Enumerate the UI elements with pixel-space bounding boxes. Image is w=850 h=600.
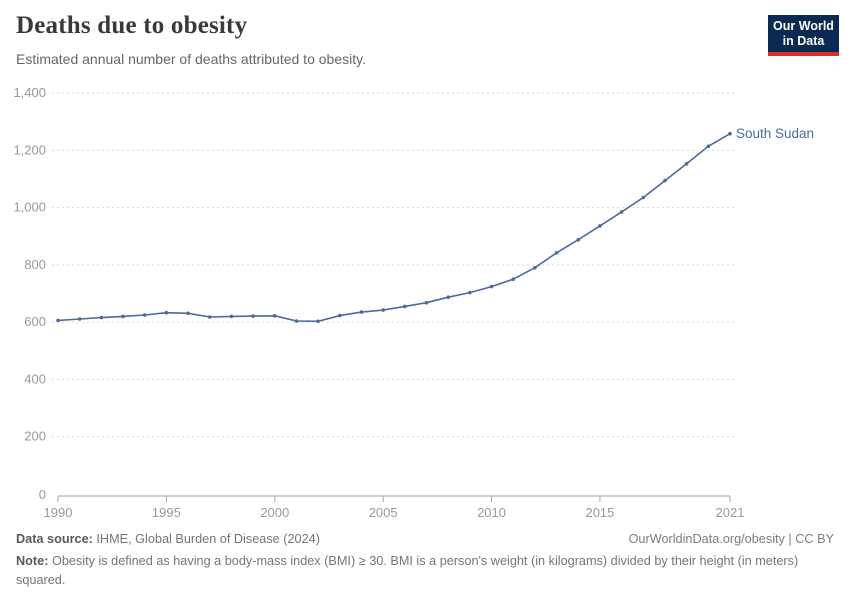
y-tick-label: 400 (24, 371, 46, 386)
data-point[interactable] (251, 314, 255, 318)
x-tick-label: 2015 (585, 505, 614, 520)
data-point[interactable] (229, 314, 234, 319)
owid-logo[interactable]: Our World in Data (768, 15, 839, 56)
page-title: Deaths due to obesity (16, 12, 248, 39)
data-point[interactable] (338, 313, 342, 318)
y-tick-label: 800 (24, 257, 46, 272)
data-point[interactable] (207, 315, 212, 319)
data-source-value: IHME, Global Burden of Disease (2024) (92, 532, 320, 546)
chart-note-value: Obesity is defined as having a body-mass… (16, 554, 799, 587)
data-point[interactable] (446, 295, 451, 300)
line-chart: 0 200 400 600 800 1,000 1,200 1,400 1990 1995 2000… (13, 85, 814, 520)
data-point[interactable] (619, 210, 624, 214)
entity-label[interactable]: South Sudan (736, 126, 814, 141)
data-point[interactable] (598, 224, 602, 228)
chart-footer: Data source: IHME, Global Burden of Dise… (16, 530, 834, 589)
x-tick-label: 2021 (716, 505, 745, 520)
data-point[interactable] (77, 317, 82, 321)
chart-subtitle: Estimated annual number of deaths attrib… (16, 51, 366, 67)
data-point[interactable] (273, 314, 277, 318)
x-tick-label: 2005 (369, 505, 398, 520)
data-point[interactable] (403, 304, 407, 309)
data-point[interactable] (142, 313, 147, 317)
data-point[interactable] (489, 284, 494, 289)
data-point[interactable] (294, 319, 299, 323)
data-point[interactable] (316, 319, 320, 324)
data-source-label: Data source: (16, 532, 93, 546)
owid-logo-line1: Our World (773, 19, 834, 33)
license-link[interactable]: OurWorldinData.org/obesity | CC BY (628, 532, 834, 546)
data-point[interactable] (576, 237, 581, 242)
x-tick-label: 2010 (477, 505, 506, 520)
y-tick-label: 600 (24, 314, 46, 329)
data-point[interactable] (424, 300, 429, 305)
data-point[interactable] (186, 311, 190, 316)
series-line (57, 133, 731, 323)
data-point[interactable] (706, 144, 711, 149)
chart-note: Note: Obesity is defined as having a bod… (16, 552, 816, 589)
data-point[interactable] (468, 290, 472, 295)
x-tick-label: 1995 (152, 505, 181, 520)
data-point[interactable] (554, 251, 559, 255)
data-point[interactable] (121, 314, 125, 319)
owid-logo-line2: in Data (782, 33, 825, 48)
data-source: Data source: IHME, Global Burden of Dise… (16, 530, 320, 548)
data-point[interactable] (359, 310, 364, 314)
chart-note-label: Note: (16, 554, 49, 569)
data-point[interactable] (641, 195, 646, 200)
y-tick-label: 200 (24, 429, 46, 444)
x-tick-label: 1990 (44, 505, 73, 520)
data-point[interactable] (663, 178, 667, 183)
data-point[interactable] (684, 161, 689, 166)
y-tick-label: 1,400 (13, 85, 46, 100)
data-point[interactable] (381, 308, 386, 312)
data-point[interactable] (164, 310, 169, 315)
source-row: Data source: IHME, Global Burden of Dise… (16, 530, 834, 548)
y-tick-label: 0 (39, 487, 46, 502)
data-point[interactable] (728, 131, 732, 136)
data-point[interactable] (56, 318, 60, 323)
data-point[interactable] (511, 277, 515, 282)
data-point[interactable] (533, 265, 537, 270)
y-tick-label: 1,200 (13, 142, 46, 157)
data-point[interactable] (99, 315, 104, 320)
y-tick-label: 1,000 (13, 200, 46, 215)
x-tick-label: 2000 (260, 505, 289, 520)
